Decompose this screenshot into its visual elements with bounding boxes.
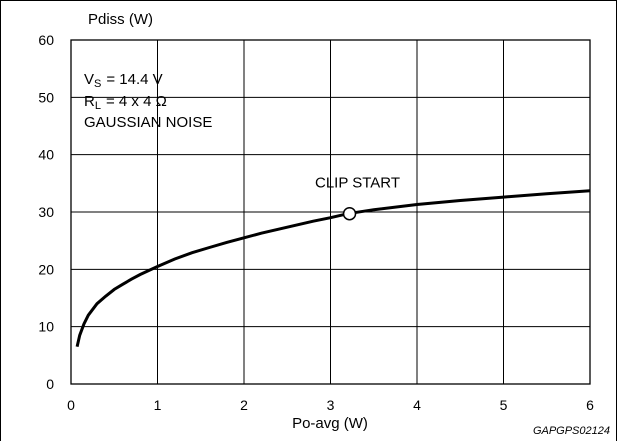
- x-tick-label: 3: [327, 397, 335, 413]
- y-tick-label: 20: [38, 261, 54, 277]
- y-tick-label: 0: [46, 376, 54, 392]
- clip-start-label: CLIP START: [315, 175, 400, 192]
- supply-voltage-label: VS = 14.4 V: [84, 71, 163, 90]
- y-axis-label: Pdiss (W): [88, 11, 153, 28]
- x-tick-label: 0: [67, 397, 75, 413]
- x-tick-labels: 0 1 2 3 4 5 6: [67, 397, 594, 413]
- x-tick-label: 1: [154, 397, 162, 413]
- clip-start-marker: [342, 206, 357, 221]
- x-axis-label: Po-avg (W): [292, 415, 368, 432]
- y-tick-label: 60: [38, 32, 54, 48]
- x-tick-label: 4: [413, 397, 421, 413]
- grid: [71, 40, 590, 384]
- y-tick-label: 50: [38, 89, 54, 105]
- test-conditions: VS = 14.4 V RL = 4 x 4 Ω GAUSSIAN NOISE: [84, 71, 212, 131]
- y-tick-labels: 0 10 20 30 40 50 60: [38, 32, 54, 392]
- pdiss-curve: [75, 189, 591, 348]
- x-tick-label: 5: [500, 397, 508, 413]
- y-tick-label: 10: [38, 319, 54, 335]
- x-tick-label: 6: [586, 397, 594, 413]
- figure-code: GAPGPS02124: [533, 425, 610, 437]
- y-tick-label: 40: [38, 147, 54, 163]
- load-resistance-label: RL = 4 x 4 Ω: [84, 93, 167, 112]
- x-tick-label: 2: [240, 397, 248, 413]
- signal-type-label: GAUSSIAN NOISE: [84, 114, 212, 131]
- y-tick-label: 30: [38, 204, 54, 220]
